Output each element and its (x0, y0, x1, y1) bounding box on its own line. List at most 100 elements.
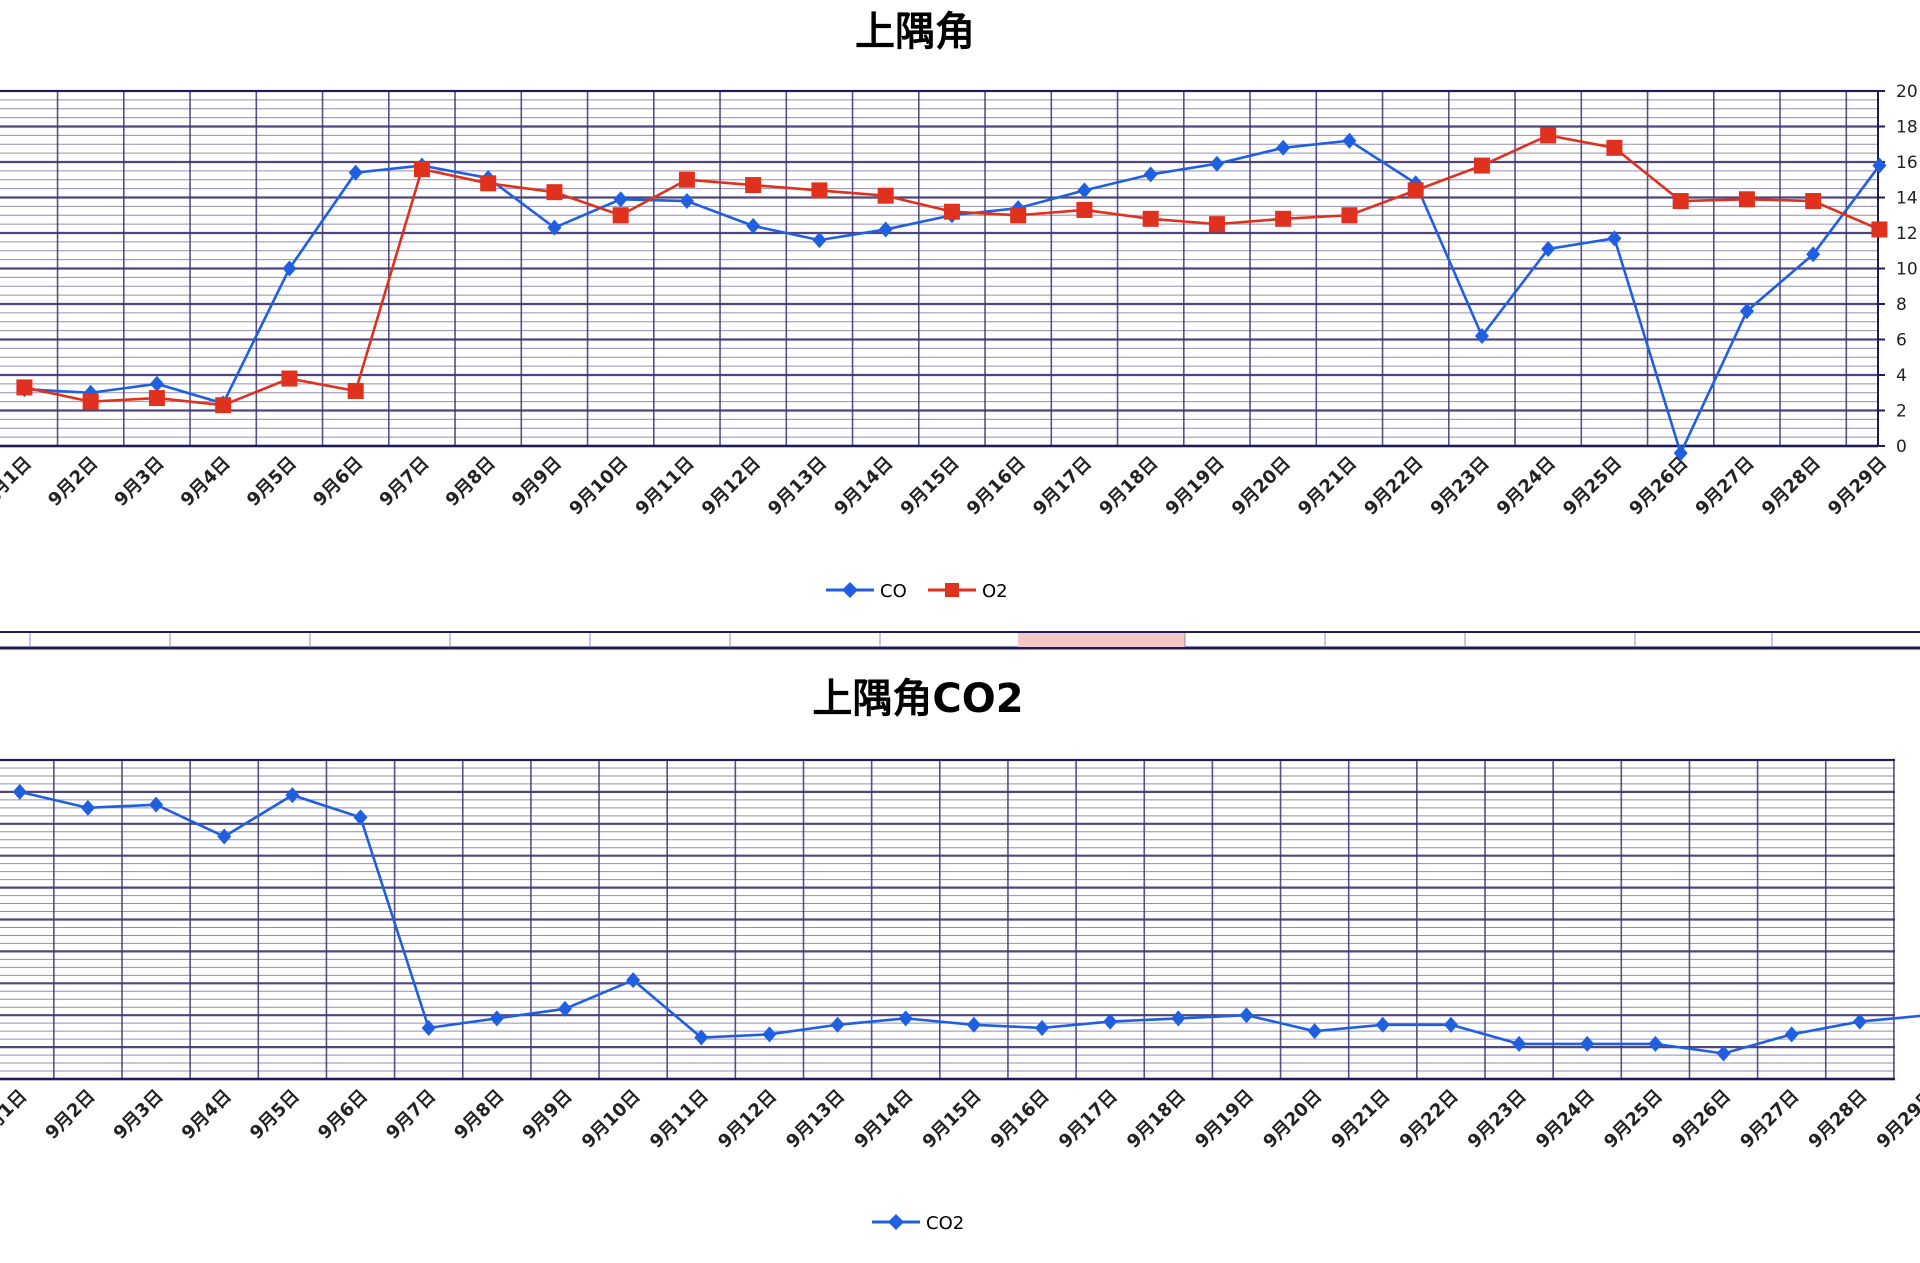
legend: CO O2 (826, 581, 1008, 602)
data-point-co2 (762, 1026, 777, 1043)
legend-o2-label: O2 (982, 581, 1008, 602)
y-tick-label: 10 (1896, 260, 1918, 280)
x-tick-label: 9月27日 (1692, 453, 1759, 520)
gridlines (0, 758, 1895, 1081)
data-point-co (1607, 230, 1622, 247)
data-point-o2 (480, 175, 497, 192)
data-point-o2 (82, 393, 99, 410)
data-point-o2 (215, 397, 232, 414)
data-point-o2 (1540, 127, 1557, 144)
data-point-o2 (745, 177, 762, 194)
series-group (16, 127, 1888, 462)
x-tick-label: 9月25日 (1559, 453, 1626, 520)
data-point-co2 (557, 1000, 572, 1017)
data-point-co2 (489, 1010, 504, 1027)
x-tick-label: 9月9日 (518, 1086, 576, 1144)
data-point-co (1541, 240, 1556, 257)
data-point-co (1143, 166, 1158, 183)
data-point-co2 (1784, 1026, 1799, 1043)
y-tick-label: 14 (1896, 189, 1918, 209)
data-point-o2 (1076, 201, 1093, 218)
data-point-o2 (1871, 221, 1888, 238)
data-point-co2 (898, 1010, 913, 1027)
data-point-co2 (421, 1019, 436, 1036)
data-point-o2 (1473, 157, 1490, 174)
data-point-o2 (811, 182, 828, 199)
x-tick-label: 9月20日 (1259, 1086, 1326, 1153)
data-point-o2 (1606, 139, 1623, 156)
data-point-o2 (1142, 210, 1159, 227)
x-tick-label: 9月26日 (1668, 1086, 1735, 1153)
data-point-o2 (148, 390, 165, 407)
x-tick-label: 9月1日 (0, 453, 36, 511)
x-tick-label: 9月22日 (1360, 453, 1427, 520)
data-point-o2 (347, 382, 364, 399)
x-tick-label: 9月15日 (919, 1086, 986, 1153)
x-tick-label: 9月5日 (246, 1086, 304, 1144)
x-tick-label: 9月29日 (1873, 1086, 1920, 1153)
y-tick-label: 12 (1896, 224, 1918, 244)
data-point-co (1077, 182, 1092, 199)
x-tick-label: 9月8日 (450, 1086, 508, 1144)
x-tick-label: 9月3日 (110, 1086, 168, 1144)
x-tick-label: 9月13日 (782, 1086, 849, 1153)
data-point-co (613, 191, 628, 208)
data-point-co (746, 217, 761, 234)
data-point-o2 (612, 207, 629, 224)
series-group (12, 783, 1920, 1062)
data-point-o2 (546, 184, 563, 201)
x-tick-label: 9月7日 (375, 453, 433, 511)
data-point-co2 (1648, 1035, 1663, 1052)
data-point-o2 (1805, 193, 1822, 210)
selected-cell-highlight (1018, 633, 1185, 647)
x-tick-label: 9月7日 (382, 1086, 440, 1144)
x-tick-label: 9月18日 (1095, 453, 1162, 520)
chart-title: 上隅角CO2 (812, 676, 1023, 722)
data-point-co (679, 193, 694, 210)
x-tick-label: 9月23日 (1464, 1086, 1531, 1153)
x-tick-label: 9月1日 (0, 1086, 31, 1144)
y-tick-label: 4 (1896, 366, 1907, 386)
y-tick-label: 8 (1896, 295, 1907, 315)
data-point-co (348, 164, 363, 181)
data-point-o2 (413, 161, 430, 178)
data-point-o2 (943, 203, 960, 220)
x-tick-label: 9月17日 (1029, 453, 1096, 520)
x-tick-label: 9月5日 (243, 453, 301, 511)
data-point-o2 (1407, 182, 1424, 199)
x-tick-label: 9月21日 (1327, 1086, 1394, 1153)
data-point-co2 (149, 796, 164, 813)
data-point-co (1872, 157, 1887, 174)
y-tick-label: 6 (1896, 331, 1907, 351)
data-point-o2 (1275, 210, 1292, 227)
data-point-co2 (830, 1016, 845, 1033)
data-point-co (1474, 327, 1489, 344)
x-tick-label: 9月28日 (1804, 1086, 1871, 1153)
x-tick-label: 9月29日 (1824, 453, 1891, 520)
gridlines (0, 89, 1878, 448)
x-tick-label: 9月27日 (1736, 1086, 1803, 1153)
data-point-co (1673, 445, 1688, 462)
data-point-co2 (285, 787, 300, 804)
x-tick-label: 9月19日 (1191, 1086, 1258, 1153)
data-point-o2 (1738, 191, 1755, 208)
x-tick-label: 9月13日 (764, 453, 831, 520)
x-tick-labels: 9月1日 9月2日 9月3日 9月4日 9月5日 9月6日 9月7日 9月8日 9月9日 9月10… (0, 453, 1891, 520)
data-point-co2 (1580, 1035, 1595, 1052)
data-point-co (149, 375, 164, 392)
data-point-co2 (1852, 1013, 1867, 1030)
x-tick-label: 9月17日 (1055, 1086, 1122, 1153)
x-tick-label: 9月9日 (508, 453, 566, 511)
data-point-co2 (1171, 1010, 1186, 1027)
data-point-co2 (1035, 1019, 1050, 1036)
legend-o2-marker (945, 583, 959, 597)
data-point-co (878, 221, 893, 238)
x-tick-label: 9月20日 (1228, 453, 1295, 520)
data-point-co (1276, 139, 1291, 156)
legend: CO2 (872, 1213, 964, 1234)
data-point-co (1806, 246, 1821, 263)
x-tick-label: 9月16日 (987, 1086, 1054, 1153)
data-point-co2 (966, 1016, 981, 1033)
x-tick-label: 9月14日 (850, 1086, 917, 1153)
data-point-o2 (678, 171, 695, 188)
